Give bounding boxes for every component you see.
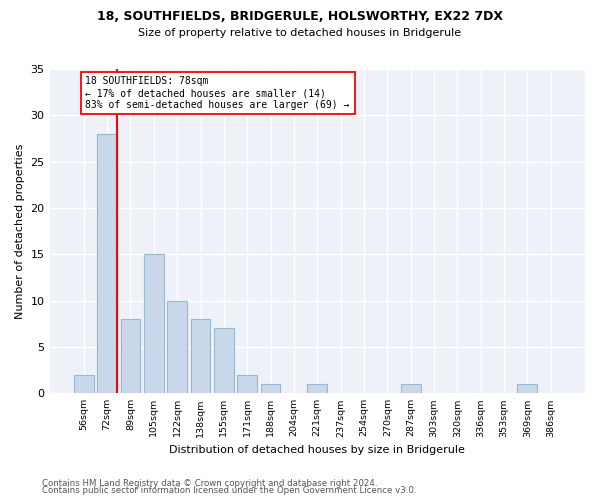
Text: Contains HM Land Registry data © Crown copyright and database right 2024.: Contains HM Land Registry data © Crown c…	[42, 478, 377, 488]
Bar	[307, 384, 327, 394]
Bar	[517, 384, 538, 394]
Bar	[214, 328, 234, 394]
Text: Contains public sector information licensed under the Open Government Licence v3: Contains public sector information licen…	[42, 486, 416, 495]
Y-axis label: Number of detached properties: Number of detached properties	[15, 144, 25, 319]
Text: Size of property relative to detached houses in Bridgerule: Size of property relative to detached ho…	[139, 28, 461, 38]
Bar	[97, 134, 117, 394]
Bar	[191, 319, 211, 394]
Bar	[121, 319, 140, 394]
Bar	[260, 384, 280, 394]
Text: 18 SOUTHFIELDS: 78sqm
← 17% of detached houses are smaller (14)
83% of semi-deta: 18 SOUTHFIELDS: 78sqm ← 17% of detached …	[85, 76, 350, 110]
Text: 18, SOUTHFIELDS, BRIDGERULE, HOLSWORTHY, EX22 7DX: 18, SOUTHFIELDS, BRIDGERULE, HOLSWORTHY,…	[97, 10, 503, 23]
Bar	[167, 300, 187, 394]
Bar	[238, 375, 257, 394]
Bar	[74, 375, 94, 394]
X-axis label: Distribution of detached houses by size in Bridgerule: Distribution of detached houses by size …	[169, 445, 465, 455]
Bar	[144, 254, 164, 394]
Bar	[401, 384, 421, 394]
